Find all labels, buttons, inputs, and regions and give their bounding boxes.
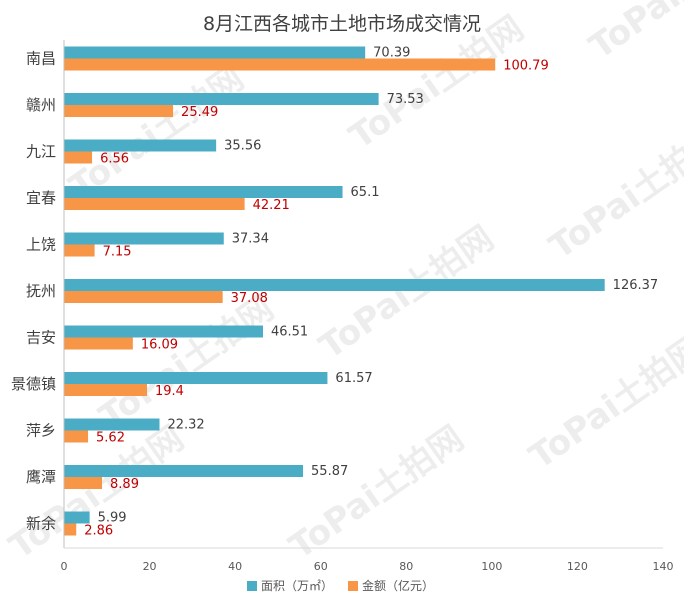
data-label-area: 46.51 xyxy=(271,325,308,340)
bar-area xyxy=(64,232,224,245)
x-tick-label: 60 xyxy=(314,560,328,573)
bar-amount xyxy=(64,384,148,396)
watermark-text: ToPai土拍网 xyxy=(62,58,251,207)
data-label-area: 70.39 xyxy=(373,46,410,61)
data-label-amount: 16.09 xyxy=(141,338,178,353)
bar-amount xyxy=(64,105,174,117)
x-tick-label: 140 xyxy=(653,560,674,573)
category-label: 赣州 xyxy=(26,96,56,114)
data-label-amount: 5.62 xyxy=(96,431,125,446)
data-label-amount: 2.86 xyxy=(84,524,113,539)
watermark-text: ToPai土拍网 xyxy=(522,328,684,477)
data-label-amount: 7.15 xyxy=(103,245,132,260)
legend-swatch-area xyxy=(247,581,257,591)
x-axis: 0 20 40 60 80 100 120 140 xyxy=(61,40,674,573)
x-tick-label: 120 xyxy=(567,560,588,573)
data-label-area: 5.99 xyxy=(98,511,127,526)
bar-area xyxy=(64,186,343,198)
data-label-area: 126.37 xyxy=(613,278,659,293)
data-label-area: 73.53 xyxy=(387,92,424,107)
bar-amount xyxy=(64,291,223,303)
category-label: 南昌 xyxy=(26,50,56,68)
data-label-amount: 19.4 xyxy=(155,384,184,399)
data-label-amount: 6.56 xyxy=(100,152,129,167)
watermark-text: ToPai土拍网 xyxy=(582,0,684,67)
legend-label-area: 面积（万㎡） xyxy=(261,579,333,593)
bar-amount xyxy=(64,244,95,257)
x-tick-label: 100 xyxy=(481,560,502,573)
bar-area xyxy=(64,139,217,152)
category-label: 新余 xyxy=(26,515,56,533)
data-label-amount: 8.89 xyxy=(110,477,139,492)
bar-area xyxy=(64,511,90,524)
x-tick-label: 20 xyxy=(143,560,157,573)
category-label: 九江 xyxy=(26,143,56,161)
watermark-text: ToPai土拍网 xyxy=(542,118,684,267)
category-label: 宜春 xyxy=(26,189,56,207)
category-label: 吉安 xyxy=(26,329,56,347)
data-label-amount: 42.21 xyxy=(253,198,290,213)
chart-title: 8月江西各城市土地市场成交情况 xyxy=(203,13,481,35)
data-label-amount: 25.49 xyxy=(181,105,218,120)
labels-layer: 南昌 70.39 100.79 赣州 73.53 25.49 九江 35.56 6.56 宜春 65… xyxy=(11,46,658,539)
data-label-amount: 37.08 xyxy=(231,291,268,306)
bar-amount xyxy=(64,523,77,536)
category-label: 上饶 xyxy=(26,236,56,254)
bar-amount xyxy=(64,477,103,489)
data-label-area: 35.56 xyxy=(224,139,261,154)
legend-label-amount: 金额（亿元） xyxy=(362,578,434,593)
watermark-text: ToPai土拍网 xyxy=(92,288,281,437)
category-label: 鹰潭 xyxy=(26,468,56,486)
x-tick-label: 40 xyxy=(228,560,242,573)
legend-swatch-amount xyxy=(348,581,358,591)
bar-area xyxy=(64,465,304,477)
bar-amount xyxy=(64,430,89,443)
bar-amount xyxy=(64,337,133,350)
bar-area xyxy=(64,93,379,105)
bar-area xyxy=(64,372,328,384)
data-label-area: 65.1 xyxy=(351,185,380,200)
bar-area xyxy=(64,325,263,338)
watermark-text: ToPai土拍网 xyxy=(312,218,501,367)
category-label: 萍乡 xyxy=(26,422,56,440)
bar-area xyxy=(64,279,605,291)
data-label-area: 22.32 xyxy=(167,418,204,433)
data-label-area: 37.34 xyxy=(232,232,269,247)
x-tick-label: 80 xyxy=(399,560,413,573)
bar-amount xyxy=(64,58,496,71)
bars-layer xyxy=(64,46,605,536)
bar-area xyxy=(64,46,366,59)
data-label-area: 61.57 xyxy=(335,371,372,386)
category-label: 景德镇 xyxy=(11,375,56,393)
bar-amount xyxy=(64,151,93,164)
bar-area xyxy=(64,418,160,431)
data-label-area: 55.87 xyxy=(311,464,348,479)
bar-amount xyxy=(64,198,245,210)
category-label: 抚州 xyxy=(26,282,56,300)
legend: 面积（万㎡） 金额（亿元） xyxy=(247,578,434,593)
x-tick-label: 0 xyxy=(61,560,68,573)
data-label-amount: 100.79 xyxy=(503,59,548,74)
watermark-text: ToPai土拍网 xyxy=(282,418,471,567)
